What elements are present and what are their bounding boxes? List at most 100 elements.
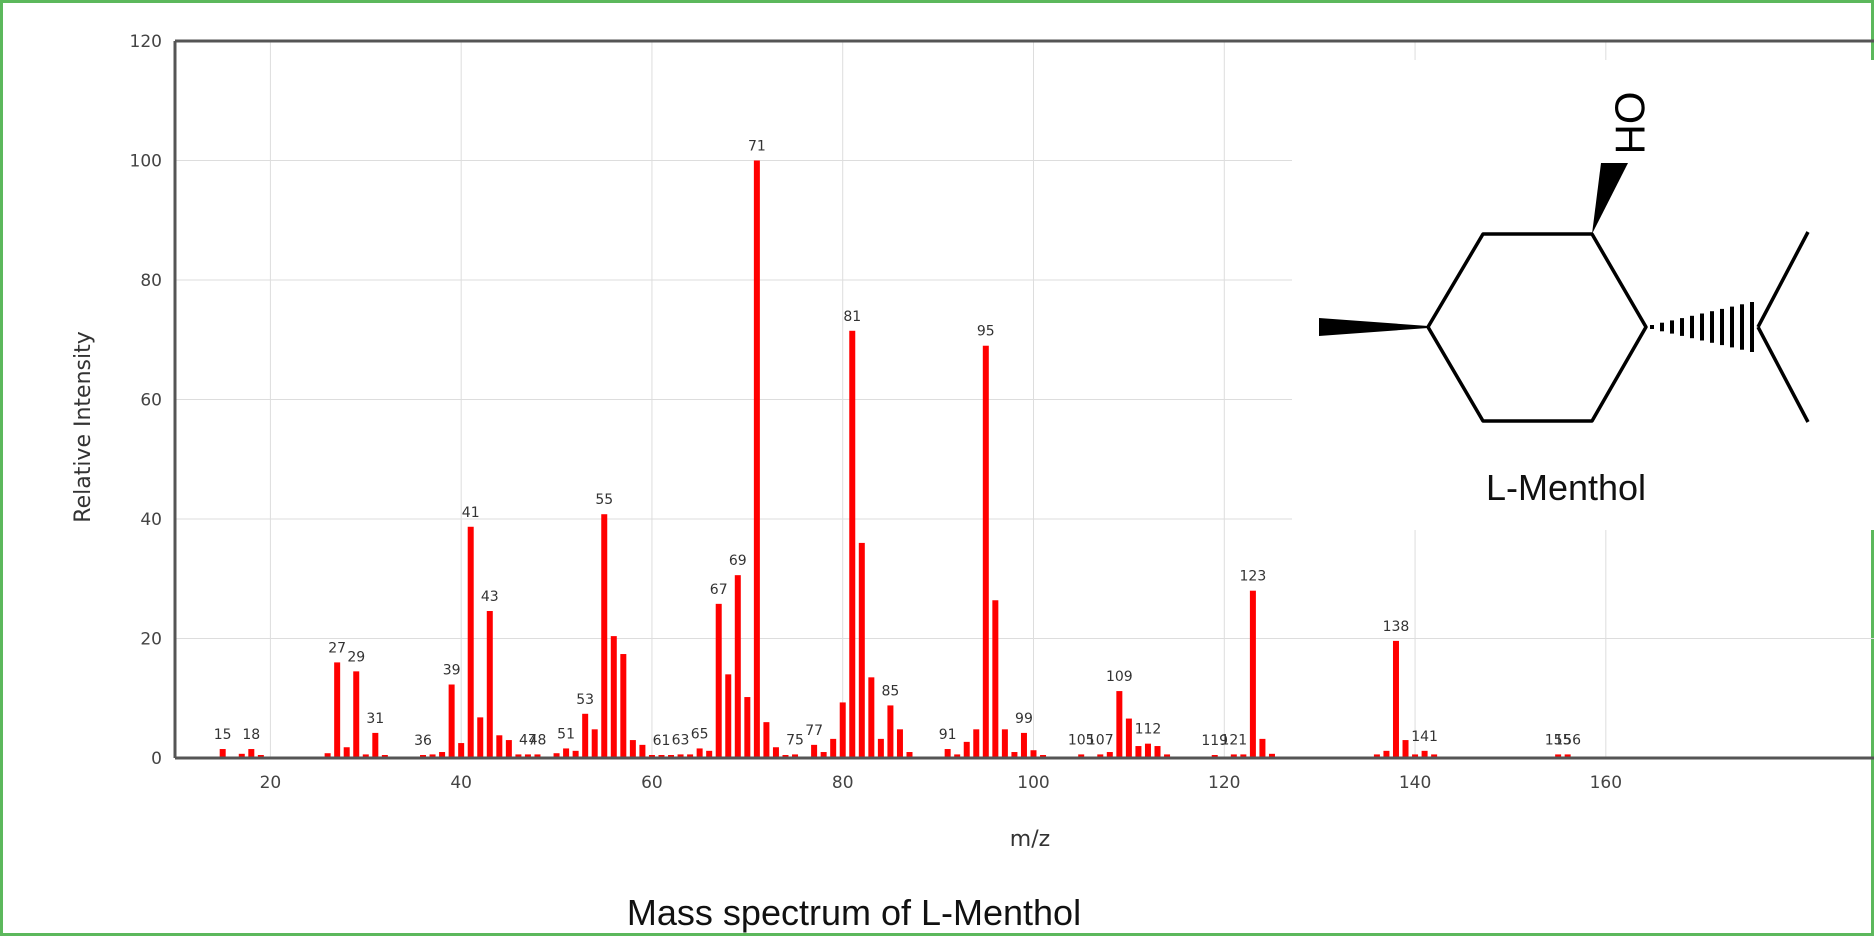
peak-bar	[601, 514, 608, 758]
axes	[173, 39, 1874, 760]
peak-bar	[610, 636, 617, 758]
peak-bar	[1555, 754, 1562, 758]
peak-bar	[486, 611, 493, 758]
peak-label: 156	[1554, 732, 1581, 748]
y-axis-title: Relative Intensity	[71, 331, 96, 522]
y-tick-label: 20	[140, 630, 162, 650]
x-tick-label: 80	[832, 773, 854, 793]
peak-label: 31	[366, 711, 384, 727]
peak-bar	[744, 697, 751, 758]
peak-bar	[219, 749, 226, 758]
peak-label: 27	[328, 640, 346, 656]
peak-label: 155	[1545, 732, 1572, 748]
peak-bar	[1001, 729, 1008, 758]
peak-bar	[639, 744, 646, 758]
peak-bar	[896, 729, 903, 758]
peak-bar	[353, 671, 360, 758]
peak-label: 109	[1106, 669, 1133, 685]
peak-bar	[1230, 754, 1237, 758]
peak-bar	[1268, 753, 1275, 758]
peak-bar	[467, 526, 474, 758]
peak-bar	[992, 600, 999, 758]
peak-label: 36	[414, 733, 432, 749]
x-tick-label: 20	[260, 773, 282, 793]
peak-bar	[439, 752, 446, 758]
peak-label: 77	[805, 723, 823, 739]
peak-bar	[1078, 754, 1085, 758]
peak-label: 95	[977, 324, 995, 340]
peak-bar	[944, 749, 951, 758]
peak-bar	[515, 754, 522, 758]
peak-label: 81	[843, 309, 861, 325]
x-tick-label: 60	[641, 773, 663, 793]
peak-label: 112	[1135, 722, 1162, 738]
peak-bar	[753, 160, 760, 758]
peak-bar	[1564, 754, 1571, 758]
peak-bar	[1116, 691, 1123, 758]
peak-bar	[1392, 640, 1399, 758]
y-tick-label: 120	[130, 32, 162, 52]
peak-label: 47	[519, 732, 537, 748]
peak-bar	[429, 754, 436, 758]
peak-bar	[715, 603, 722, 758]
peak-label: 107	[1087, 732, 1114, 748]
y-tick-label: 80	[140, 271, 162, 291]
peak-bar	[591, 729, 598, 758]
peak-label: 39	[443, 663, 461, 679]
peak-bar	[563, 748, 570, 758]
x-tick-label: 100	[1017, 773, 1049, 793]
peak-bar	[887, 705, 894, 758]
peak-label: 85	[882, 683, 900, 699]
peak-bar	[534, 754, 541, 758]
peak-label: 138	[1383, 619, 1410, 635]
peak-bar	[572, 750, 579, 758]
peak-bar	[820, 752, 827, 758]
peak-bar	[372, 732, 379, 758]
peak-bar	[362, 754, 369, 758]
peak-bar	[982, 345, 989, 758]
x-tick-label: 120	[1208, 773, 1240, 793]
peak-bar	[906, 752, 913, 758]
peak-bar	[553, 753, 560, 758]
peak-bar	[248, 749, 255, 758]
isopropyl-hashed-bond	[1650, 302, 1754, 352]
peak-label: 41	[462, 505, 480, 521]
peak-label: 43	[481, 589, 499, 605]
peak-bar	[1249, 590, 1256, 758]
peak-bar	[811, 744, 818, 758]
tick-labels: 20 40 60 80 100 120 140 160 0 20 40 60 80 100 120	[130, 32, 1623, 793]
peak-bar	[524, 754, 531, 758]
peak-bar	[1164, 754, 1171, 758]
peak-bar	[830, 738, 837, 758]
peak-label: 119	[1201, 733, 1228, 749]
peak-bar	[696, 748, 703, 758]
peak-bar	[849, 330, 856, 758]
peak-bar	[839, 702, 846, 758]
peak-bar	[238, 753, 245, 758]
peak-label: 67	[710, 582, 728, 598]
peak-label: 29	[347, 649, 365, 665]
peak-bar	[1421, 750, 1428, 758]
peak-bar	[458, 743, 465, 758]
peak-bar	[877, 738, 884, 758]
peak-label: 51	[557, 726, 575, 742]
peak-bar	[324, 753, 331, 758]
peak-bar	[1154, 746, 1161, 758]
peak-bar	[725, 674, 732, 758]
peak-label: 55	[595, 492, 613, 508]
x-axis-title: m/z	[1010, 827, 1050, 852]
peak-bar	[1402, 740, 1409, 758]
peak-bar	[334, 662, 341, 758]
peak-bar	[1431, 754, 1438, 758]
peak-label: 18	[242, 727, 260, 743]
peak-bar	[858, 542, 865, 758]
peak-label: 75	[786, 732, 804, 748]
peak-bar	[1373, 754, 1380, 758]
peak-label: 141	[1411, 729, 1438, 745]
peak-label: 105	[1068, 732, 1095, 748]
peak-bar	[1412, 754, 1419, 758]
peak-bar	[763, 722, 770, 758]
peak-bar	[963, 741, 970, 758]
peak-bar	[1144, 743, 1151, 758]
